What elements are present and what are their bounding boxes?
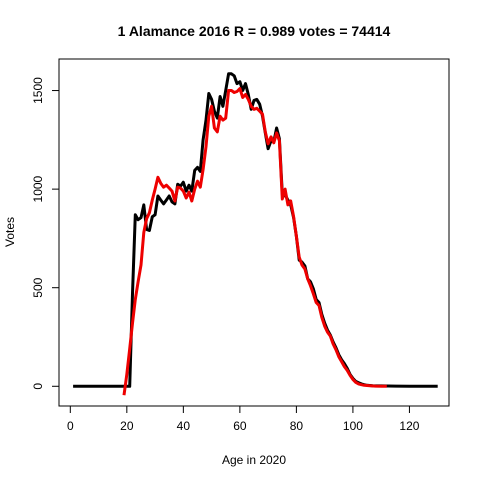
x-tick-label: 80 bbox=[290, 419, 304, 433]
series-group bbox=[73, 72, 438, 396]
plot-frame bbox=[58, 58, 450, 407]
chart-title: 1 Alamance 2016 R = 0.989 votes = 74414 bbox=[118, 23, 391, 39]
x-tick-label: 60 bbox=[233, 419, 247, 433]
x-tick-label: 0 bbox=[67, 419, 74, 433]
series-1-line bbox=[73, 72, 438, 388]
y-tick-label: 1500 bbox=[31, 77, 45, 104]
x-axis: 0 20 40 60 80 100 120 bbox=[67, 405, 420, 433]
y-tick-label: 500 bbox=[31, 277, 45, 297]
x-axis-label: Age in 2020 bbox=[222, 453, 286, 467]
y-axis: 0 500 1000 1500 bbox=[31, 77, 60, 390]
x-tick-label: 20 bbox=[120, 419, 134, 433]
y-tick-label: 1000 bbox=[31, 175, 45, 202]
x-tick-label: 40 bbox=[177, 419, 191, 433]
y-axis-label: Votes bbox=[3, 217, 17, 247]
x-tick-label: 100 bbox=[343, 419, 363, 433]
series-2-line bbox=[122, 87, 387, 396]
x-tick-label: 120 bbox=[399, 419, 419, 433]
y-tick-label: 0 bbox=[31, 383, 45, 390]
